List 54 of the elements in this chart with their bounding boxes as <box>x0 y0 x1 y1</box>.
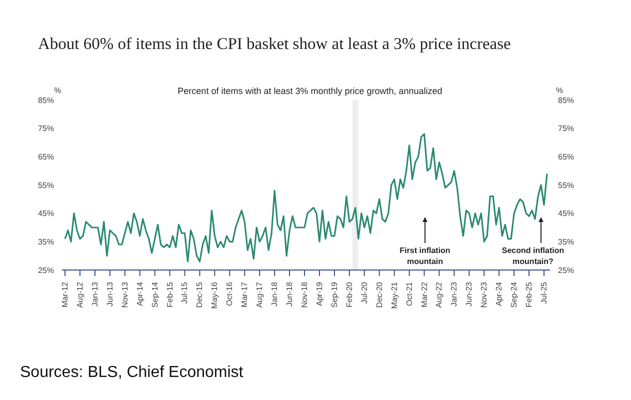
annotation: First inflation mountain <box>398 245 452 267</box>
x-tick-label: Sep-24 <box>510 281 519 308</box>
annotation: Second inflation mountain? <box>500 245 566 267</box>
x-tick-label: Jun-13 <box>105 281 114 306</box>
y2-tick-label: 85% <box>558 96 574 105</box>
y-tick-label: 55% <box>38 180 54 190</box>
y2-tick-label: 65% <box>558 152 574 162</box>
x-tick-label: Mar-17 <box>240 281 250 308</box>
y-tick-label: 25% <box>38 266 54 275</box>
y-tick-label: 35% <box>38 238 54 247</box>
x-tick-label: Apr-19 <box>314 281 324 306</box>
chart-subtitle: Percent of items with at least 3% monthly price growth, annualized <box>178 86 442 96</box>
x-tick-label: Nov-18 <box>300 281 310 308</box>
y2-tick-label: 35% <box>558 238 574 247</box>
x-tick-label: Jul-20 <box>360 281 369 304</box>
x-tick-label: Jul-15 <box>180 281 190 304</box>
x-tick-label: Jan-18 <box>270 281 280 306</box>
x-tick-label: Sep-19 <box>330 281 339 308</box>
y2-tick-label: 25% <box>558 266 574 275</box>
chart-title: About 60% of items in the CPI basket show at least a 3% price increase <box>38 34 511 54</box>
y2-tick-label: 75% <box>558 124 574 134</box>
x-tick-label: Jul-25 <box>540 281 549 304</box>
x-tick-label: Apr-14 <box>135 281 144 306</box>
x-tick-label: Aug-22 <box>434 281 444 308</box>
x-tick-label: Jan-13 <box>90 281 100 306</box>
x-tick-label: Feb-25 <box>524 281 534 308</box>
x-tick-label: Aug-12 <box>75 281 84 308</box>
y-axis-title: % <box>54 86 62 95</box>
y2-tick-label: 45% <box>558 209 574 218</box>
x-tick-label: Jun-18 <box>285 281 294 306</box>
y2-tick-label: 55% <box>558 180 574 190</box>
x-tick-label: Apr-24 <box>494 281 504 306</box>
y-tick-label: 75% <box>38 124 54 134</box>
y2-axis-title: % <box>556 86 564 95</box>
x-tick-label: Nov-23 <box>480 281 489 308</box>
x-tick-label: Mar-12 <box>60 281 70 308</box>
x-tick-label: Feb-15 <box>165 281 174 308</box>
x-tick-label: Aug-17 <box>255 281 264 308</box>
x-tick-label: Sep-14 <box>150 281 160 308</box>
y-tick-label: 85% <box>38 96 54 105</box>
x-tick-label: Nov-13 <box>120 281 130 308</box>
x-tick-label: Feb-20 <box>344 281 354 308</box>
x-tick-label: Jun-23 <box>464 281 474 306</box>
x-tick-label: Oct-16 <box>225 281 234 306</box>
x-tick-label: Dec-20 <box>374 281 384 308</box>
x-tick-label: May-21 <box>390 281 399 309</box>
x-tick-label: Jan-23 <box>450 281 459 306</box>
x-tick-label: Oct-21 <box>404 281 414 306</box>
y-tick-label: 65% <box>38 152 54 162</box>
x-tick-label: Mar-22 <box>420 281 429 308</box>
x-tick-label: May-16 <box>210 281 220 309</box>
source-note: Sources: BLS, Chief Economist <box>20 364 244 382</box>
x-tick-label: Dec-15 <box>195 281 204 308</box>
y-tick-label: 45% <box>38 209 54 218</box>
